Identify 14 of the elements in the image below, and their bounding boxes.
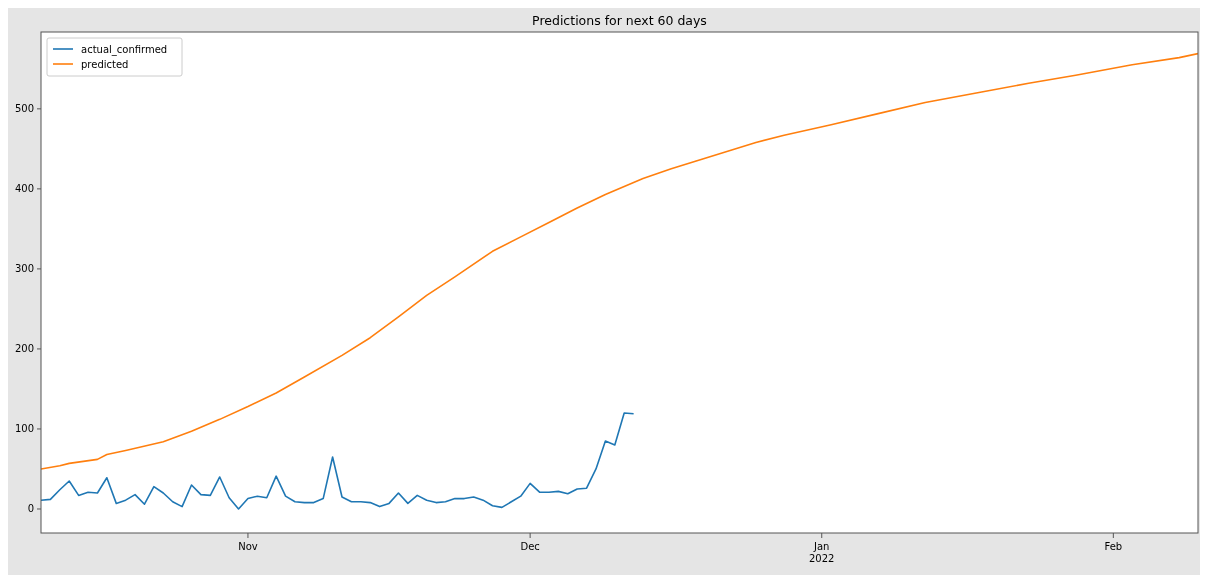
y-tick-label: 100 <box>14 423 34 435</box>
chart-title: Predictions for next 60 days <box>532 13 707 28</box>
y-tick-label: 200 <box>14 343 34 355</box>
y-tick-label: 0 <box>27 503 34 515</box>
x-tick-label: Jan 2022 <box>809 541 835 564</box>
y-tick-label: 500 <box>14 103 34 115</box>
x-tick-label: Feb <box>1104 541 1123 552</box>
y-tick-label: 300 <box>14 263 34 275</box>
x-tick-label: Nov <box>238 541 258 552</box>
legend-label: actual_confirmed <box>81 43 168 56</box>
x-tick-label: Dec <box>520 541 540 552</box>
legend-label: predicted <box>81 58 129 70</box>
y-tick-label: 400 <box>14 183 34 195</box>
line-series <box>41 412 635 510</box>
